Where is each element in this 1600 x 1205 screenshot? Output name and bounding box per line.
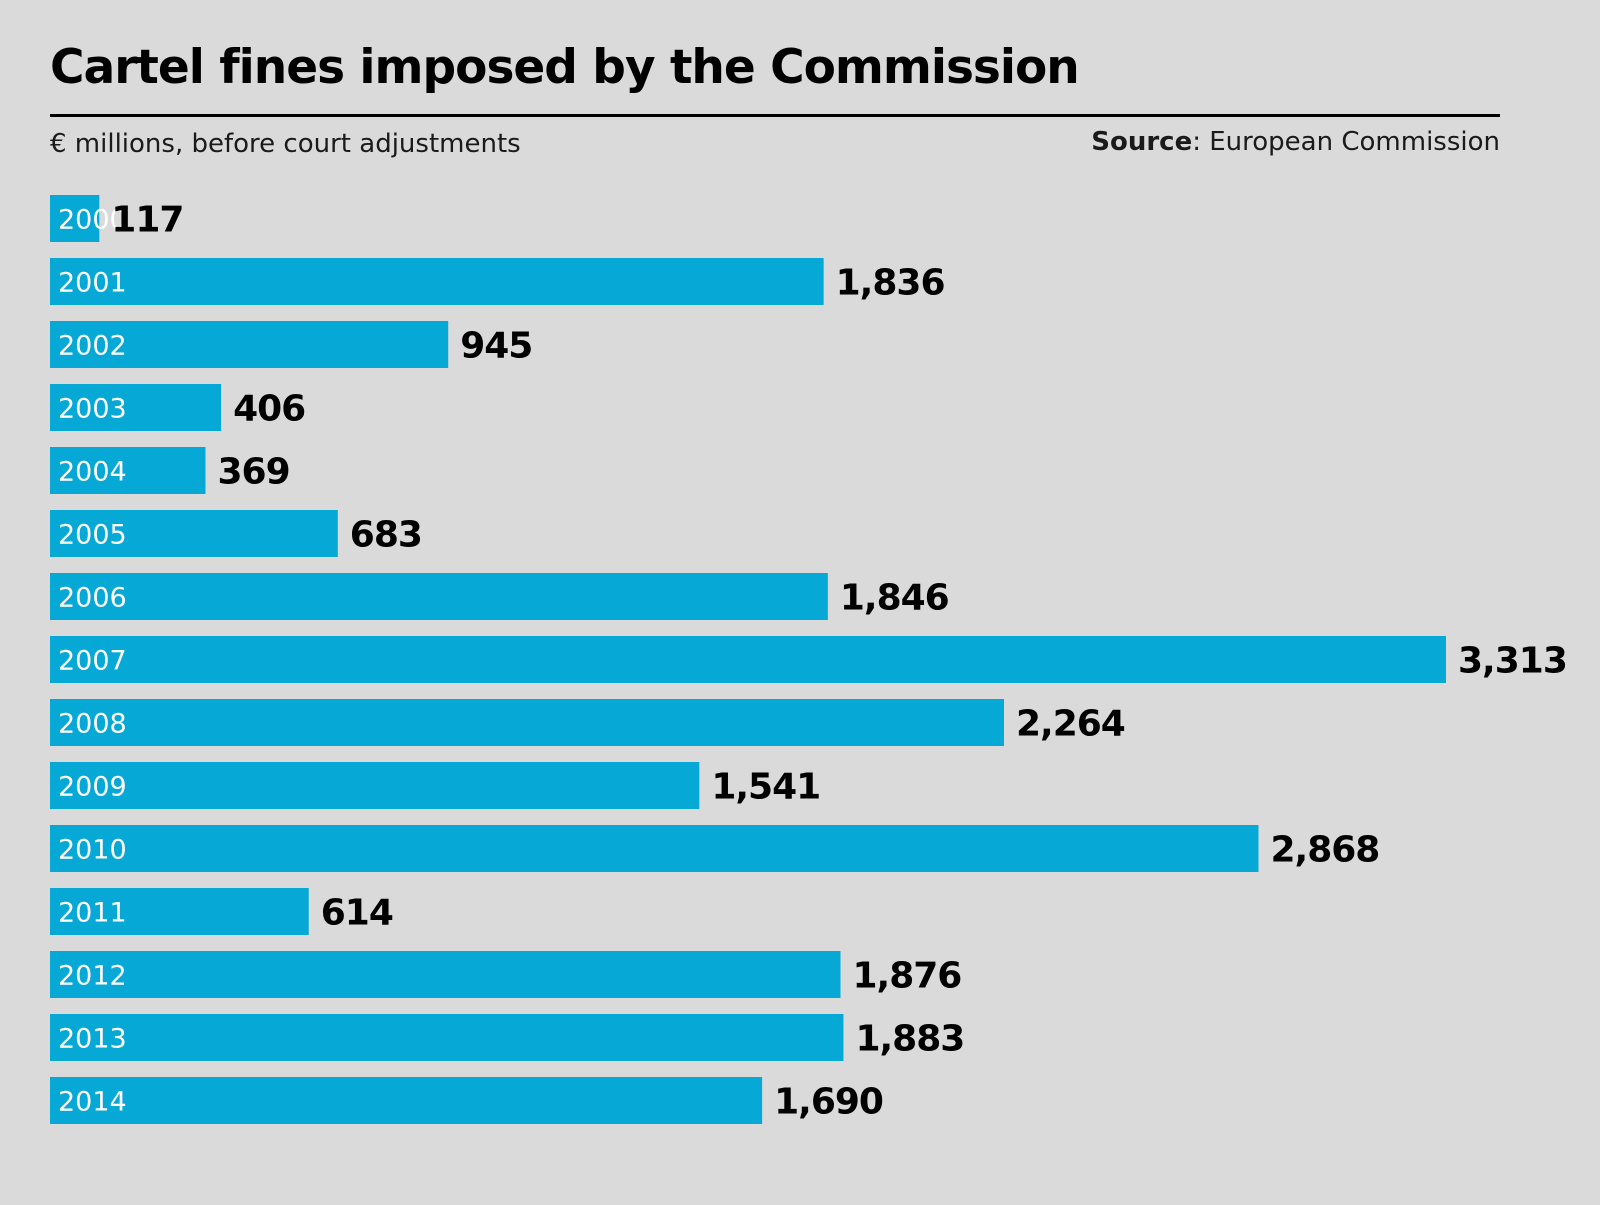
year-label-2008: 2008	[58, 709, 127, 740]
title-rule	[50, 114, 1500, 117]
bar-2004	[50, 447, 206, 494]
bar-2005	[50, 510, 338, 557]
year-label-2012: 2012	[58, 961, 127, 992]
bar-2011	[50, 888, 309, 935]
year-label-2013: 2013	[58, 1024, 127, 1055]
bar-2012	[50, 951, 841, 998]
bar-2014	[50, 1077, 763, 1124]
source-text: : European Commission	[1192, 127, 1500, 157]
value-label-2006: 1,846	[840, 578, 949, 619]
year-label-2006: 2006	[58, 583, 127, 614]
value-label-2014: 1,690	[774, 1082, 883, 1123]
year-label-2005: 2005	[58, 520, 127, 551]
bar-2010	[50, 825, 1259, 872]
bar-2013	[50, 1014, 844, 1061]
bar-2000	[50, 195, 100, 242]
bar-2009	[50, 762, 700, 809]
bar-2003	[50, 384, 222, 431]
bar-2002	[50, 321, 449, 368]
value-label-2008: 2,264	[1016, 704, 1125, 745]
value-label-2012: 1,876	[852, 956, 961, 997]
year-label-2014: 2014	[58, 1087, 127, 1118]
value-label-2000: 117	[111, 200, 183, 241]
year-label-2009: 2009	[58, 772, 127, 803]
value-label-2009: 1,541	[711, 767, 820, 808]
value-label-2011: 614	[321, 893, 393, 934]
chart-title: Cartel fines imposed by the Commission	[50, 40, 1080, 95]
bar-2001	[50, 258, 824, 305]
bar-2008	[50, 699, 1004, 746]
year-label-2001: 2001	[58, 268, 127, 299]
value-label-2003: 406	[233, 389, 305, 430]
year-label-2011: 2011	[58, 898, 127, 929]
bar-2007	[50, 636, 1446, 683]
year-label-2007: 2007	[58, 646, 127, 677]
value-label-2013: 1,883	[855, 1019, 964, 1060]
value-label-2005: 683	[350, 515, 422, 556]
value-label-2010: 2,868	[1270, 830, 1379, 871]
source-note: Source: European Commission	[1091, 127, 1500, 158]
chart-subtitle: € millions, before court adjustments	[50, 129, 521, 159]
year-label-2003: 2003	[58, 394, 127, 425]
value-label-2004: 369	[217, 452, 289, 493]
value-label-2002: 945	[460, 326, 532, 367]
year-label-2000: 2000	[58, 205, 127, 236]
year-label-2002: 2002	[58, 331, 127, 362]
value-label-2007: 3,313	[1458, 641, 1567, 682]
value-label-2001: 1,836	[836, 263, 945, 304]
bar-2006	[50, 573, 828, 620]
year-label-2010: 2010	[58, 835, 127, 866]
year-label-2004: 2004	[58, 457, 127, 488]
source-label: Source	[1091, 127, 1193, 157]
